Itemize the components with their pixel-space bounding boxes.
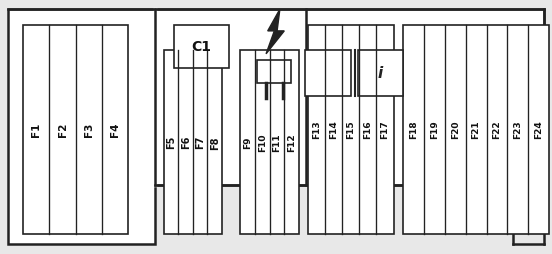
Text: F12: F12 bbox=[287, 133, 296, 152]
Text: F4: F4 bbox=[110, 122, 120, 137]
Text: F17: F17 bbox=[380, 120, 390, 139]
Text: F1: F1 bbox=[31, 122, 41, 137]
Text: i: i bbox=[378, 66, 383, 81]
Bar bbox=[8, 10, 155, 244]
Text: F5: F5 bbox=[166, 136, 176, 149]
Bar bbox=[308, 25, 394, 234]
Text: F23: F23 bbox=[513, 120, 522, 139]
Bar bbox=[403, 25, 549, 234]
Text: F18: F18 bbox=[409, 120, 418, 139]
Text: F24: F24 bbox=[534, 120, 543, 139]
Text: F19: F19 bbox=[430, 120, 439, 139]
Bar bbox=[240, 51, 299, 234]
Bar bbox=[358, 51, 404, 96]
Text: F22: F22 bbox=[492, 120, 502, 139]
Text: F8: F8 bbox=[210, 136, 220, 149]
Text: F11: F11 bbox=[273, 133, 282, 152]
Text: C1: C1 bbox=[192, 40, 211, 54]
Bar bbox=[164, 51, 222, 234]
Text: F15: F15 bbox=[346, 120, 355, 139]
Polygon shape bbox=[266, 10, 284, 55]
Text: F9: F9 bbox=[243, 136, 252, 149]
Text: F6: F6 bbox=[181, 136, 190, 149]
Text: F16: F16 bbox=[363, 120, 373, 139]
Bar bbox=[155, 10, 544, 185]
Text: F7: F7 bbox=[195, 136, 205, 149]
Text: F20: F20 bbox=[450, 120, 460, 139]
Bar bbox=[174, 25, 229, 69]
Text: F3: F3 bbox=[84, 122, 94, 137]
Text: F14: F14 bbox=[329, 120, 338, 139]
Text: F21: F21 bbox=[471, 120, 481, 139]
Text: F13: F13 bbox=[312, 120, 321, 139]
Bar bbox=[257, 60, 291, 84]
Text: F2: F2 bbox=[57, 122, 67, 137]
Bar bbox=[305, 51, 351, 96]
Text: F10: F10 bbox=[258, 133, 267, 151]
Bar bbox=[23, 25, 128, 234]
